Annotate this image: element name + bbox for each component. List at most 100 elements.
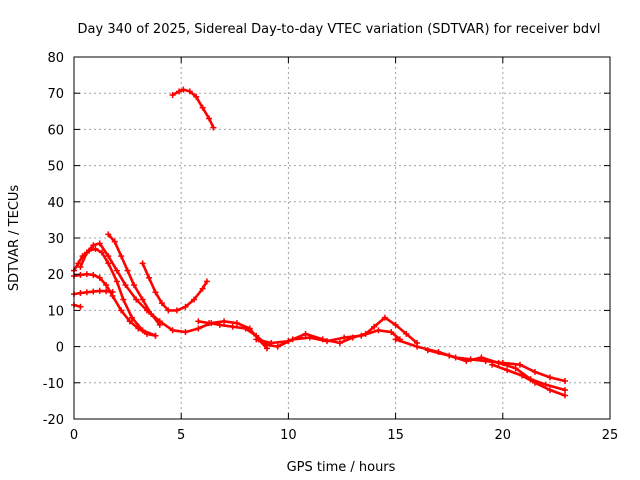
data-point [495, 359, 502, 366]
data-point [131, 282, 138, 289]
data-point [156, 321, 163, 328]
y-tick-label: 20 [47, 268, 64, 283]
data-point [516, 361, 523, 368]
data-point [371, 323, 378, 330]
data-point [242, 325, 249, 332]
data-point [561, 392, 568, 399]
y-tick-label: 0 [56, 341, 64, 356]
data-point [92, 245, 99, 252]
data-point [446, 352, 453, 359]
data-point [139, 296, 146, 303]
data-point [113, 267, 120, 274]
data-point [253, 336, 260, 343]
x-tick-labels: 0 5 10 15 20 25 [70, 428, 618, 443]
data-point [109, 288, 116, 295]
data-point [128, 314, 135, 321]
y-tick-label: -20 [43, 413, 64, 428]
data-point [221, 318, 228, 325]
data-point [306, 334, 313, 341]
data-point [105, 231, 112, 238]
data-point [122, 282, 129, 289]
data-point [77, 303, 84, 310]
data-point [341, 334, 348, 341]
series-line-arc-12 [394, 338, 567, 383]
y-tick-labels: -20 -10 0 10 20 30 40 50 60 70 80 [43, 51, 64, 428]
y-tick-label: 10 [47, 304, 64, 319]
data-point [375, 327, 382, 334]
data-point [193, 93, 200, 100]
data-point [504, 367, 511, 374]
data-point [186, 88, 193, 95]
chart-title: Day 340 of 2025, Sidereal Day-to-day VTE… [78, 22, 601, 37]
data-point [169, 327, 176, 334]
data-point [83, 271, 90, 278]
data-point [489, 361, 496, 368]
data-point [463, 358, 470, 365]
data-point [182, 303, 189, 310]
data-point [146, 274, 153, 281]
data-point [152, 332, 159, 339]
data-point [75, 260, 82, 267]
data-point [105, 253, 112, 260]
data-point [216, 321, 223, 328]
data-point [83, 249, 90, 256]
x-axis-label: GPS time / hours [287, 460, 396, 475]
data-point [210, 124, 217, 131]
data-point [148, 311, 155, 318]
data-point [206, 320, 213, 327]
data-point [414, 343, 421, 350]
data-point [90, 242, 97, 249]
data-point [139, 260, 146, 267]
data-point [90, 288, 97, 295]
data-point [77, 263, 84, 270]
data-point [519, 372, 526, 379]
data-point [424, 347, 431, 354]
data-point [546, 374, 553, 381]
data-point [531, 379, 538, 386]
data-point [124, 267, 131, 274]
data-point [96, 287, 103, 294]
data-point [478, 354, 485, 361]
data-point [111, 238, 118, 245]
y-tick-label: 50 [47, 160, 64, 175]
y-tick-label: 40 [47, 196, 64, 211]
data-point [103, 282, 110, 289]
data-point [83, 289, 90, 296]
data-point [195, 318, 202, 325]
data-point [182, 329, 189, 336]
x-tick-label: 20 [495, 428, 512, 443]
data-point [98, 249, 105, 256]
data-point [191, 296, 198, 303]
data-point [388, 329, 395, 336]
data-point [90, 271, 97, 278]
data-point [158, 300, 165, 307]
data-point [126, 318, 133, 325]
data-point [199, 285, 206, 292]
y-axis-label: SDTVAR / TECUs [7, 185, 22, 292]
x-tick-label: 0 [70, 428, 78, 443]
y-tick-label: 70 [47, 87, 64, 102]
data-point [165, 307, 172, 314]
grid-layer [74, 57, 610, 419]
data-point [113, 278, 120, 285]
y-tick-label: 60 [47, 123, 64, 138]
y-tick-label: 80 [47, 51, 64, 66]
data-point [546, 387, 553, 394]
data-point [199, 104, 206, 111]
series-layer [71, 86, 568, 399]
data-point [96, 240, 103, 247]
data-point [176, 88, 183, 95]
data-point [118, 307, 125, 314]
data-point [302, 330, 309, 337]
data-point [268, 339, 275, 346]
x-tick-label: 25 [602, 428, 619, 443]
data-point [96, 274, 103, 281]
data-point [139, 327, 146, 334]
data-point [206, 115, 213, 122]
data-point [336, 339, 343, 346]
data-point [195, 325, 202, 332]
data-point [77, 290, 84, 297]
data-point [512, 365, 519, 372]
y-tick-label: -10 [43, 377, 64, 392]
